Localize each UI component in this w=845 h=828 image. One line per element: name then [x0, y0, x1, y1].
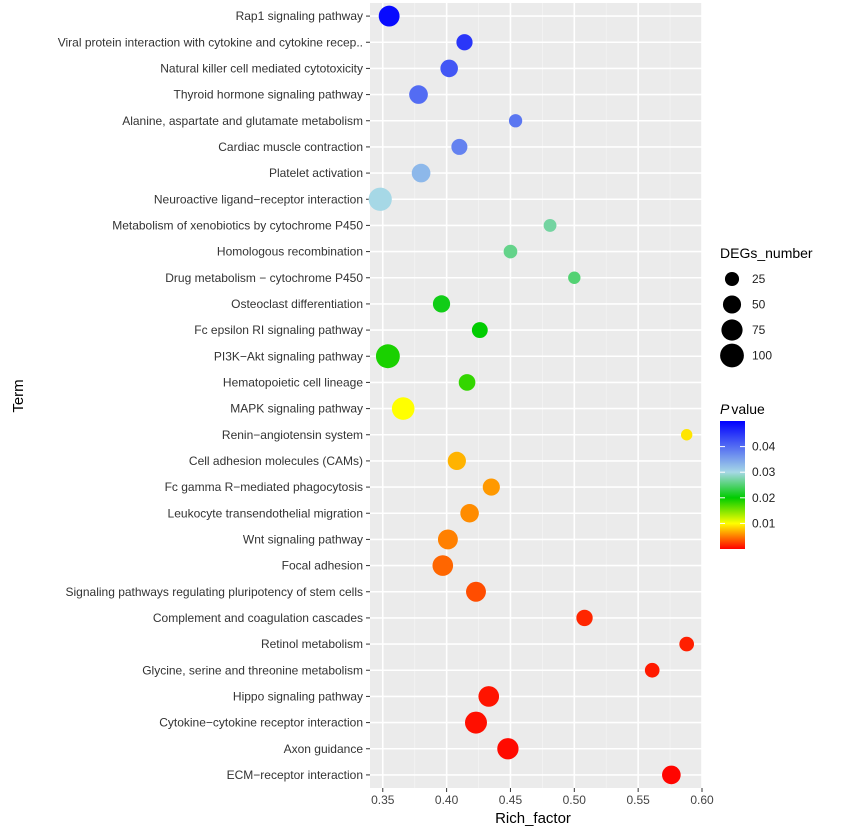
- data-point: [568, 271, 581, 284]
- y-tick-label: Rap1 signaling pathway: [236, 9, 363, 23]
- y-tick-label: Axon guidance: [284, 742, 364, 756]
- x-tick-label: 0.55: [626, 793, 650, 807]
- data-point: [543, 218, 557, 232]
- data-point: [409, 85, 428, 104]
- y-tick-label: MAPK signaling pathway: [230, 402, 363, 416]
- y-tick-label: Cardiac muscle contraction: [218, 140, 363, 154]
- x-tick-label: 0.40: [435, 793, 459, 807]
- x-tick-label: 0.50: [563, 793, 587, 807]
- x-tick-label: 0.60: [690, 793, 714, 807]
- y-tick-label: Complement and coagulation cascades: [153, 611, 363, 625]
- x-axis-title: Rich_factor: [495, 810, 571, 827]
- y-tick-label: PI3K−Akt signaling pathway: [214, 349, 363, 363]
- size-legend-label: 75: [752, 323, 766, 337]
- data-point: [466, 581, 486, 602]
- size-legend-title: DEGs_number: [720, 245, 813, 261]
- y-tick-label: Cell adhesion molecules (CAMs): [189, 454, 363, 468]
- data-point: [432, 555, 454, 576]
- size-legend-label: 25: [752, 272, 766, 286]
- y-tick-label: Platelet activation: [269, 166, 363, 180]
- data-point: [447, 451, 466, 471]
- data-point: [679, 636, 695, 652]
- y-tick-label: Alanine, aspartate and glutamate metabol…: [122, 114, 363, 128]
- y-tick-label: Homologous recombination: [217, 245, 363, 259]
- color-legend-title-italic: P: [720, 401, 730, 417]
- data-points: [368, 5, 695, 785]
- y-tick-label: Glycine, serine and threonine metabolism: [142, 663, 363, 677]
- y-axis: Rap1 signaling pathway Viral protein inte…: [58, 9, 370, 782]
- data-point: [497, 738, 519, 760]
- grid-lines: [370, 3, 703, 788]
- data-point: [440, 59, 458, 78]
- y-tick-label: Natural killer cell mediated cytotoxicit…: [160, 61, 363, 75]
- size-legend-key: [721, 319, 743, 341]
- data-point: [411, 163, 431, 183]
- y-tick-label: Viral protein interaction with cytokine …: [58, 35, 363, 49]
- color-legend-label: 0.03: [752, 465, 776, 479]
- data-point: [432, 295, 451, 313]
- y-tick-label: Hippo signaling pathway: [233, 689, 363, 703]
- data-point: [508, 114, 523, 128]
- y-tick-label: Neuroactive ligand−receptor interaction: [154, 192, 363, 206]
- size-legend-key: [724, 271, 740, 287]
- size-legend-key: [722, 295, 742, 314]
- data-point: [482, 478, 500, 496]
- data-point: [465, 711, 487, 734]
- y-tick-label: Focal adhesion: [282, 559, 363, 573]
- x-tick-label: 0.35: [371, 793, 395, 807]
- y-axis-title: Term: [10, 379, 27, 412]
- color-legend-label: 0.04: [752, 440, 776, 454]
- y-tick-label: ECM−receptor interaction: [227, 768, 363, 782]
- y-tick-label: Cytokine−cytokine receptor interaction: [159, 716, 363, 730]
- data-point: [378, 5, 400, 27]
- x-axis: 0.35 0.40 0.45 0.50 0.55 0.60: [371, 788, 714, 807]
- data-point: [391, 397, 415, 420]
- y-tick-label: Leukocyte transendothelial migration: [168, 506, 363, 520]
- data-point: [680, 429, 693, 441]
- data-point: [451, 138, 468, 155]
- y-tick-label: Fc epsilon RI signaling pathway: [194, 323, 363, 337]
- data-point: [458, 374, 476, 391]
- size-legend: DEGs_number 25 50 75 100: [720, 245, 813, 368]
- data-point: [437, 529, 458, 550]
- plot-panel: [370, 3, 702, 788]
- y-tick-label: Hematopoietic cell lineage: [223, 375, 363, 389]
- data-point: [644, 662, 660, 678]
- y-tick-label: Metabolism of xenobiotics by cytochrome …: [112, 218, 363, 232]
- color-legend-label: 0.02: [752, 491, 776, 505]
- y-tick-label: Thyroid hormone signaling pathway: [174, 88, 363, 102]
- size-legend-key: [720, 343, 744, 368]
- data-point: [576, 609, 593, 627]
- data-point: [460, 503, 479, 523]
- data-point: [471, 322, 488, 339]
- data-point: [456, 34, 473, 51]
- data-point: [662, 765, 681, 785]
- color-legend-title-rest: value: [731, 401, 765, 417]
- data-point: [375, 344, 400, 369]
- y-tick-label: Osteoclast differentiation: [231, 297, 363, 311]
- data-point: [368, 187, 392, 211]
- size-legend-label: 50: [752, 298, 766, 312]
- y-tick-label: Retinol metabolism: [261, 637, 363, 651]
- color-bar: [720, 421, 745, 549]
- y-tick-label: Drug metabolism − cytochrome P450: [165, 271, 363, 285]
- x-tick-label: 0.45: [499, 793, 523, 807]
- size-legend-label: 100: [752, 349, 772, 363]
- color-legend-label: 0.01: [752, 516, 776, 530]
- y-tick-label: Fc gamma R−mediated phagocytosis: [165, 480, 363, 494]
- data-point: [478, 686, 500, 707]
- data-point: [503, 244, 518, 259]
- y-tick-label: Signaling pathways regulating pluripoten…: [66, 585, 364, 599]
- y-tick-label: Wnt signaling pathway: [243, 532, 363, 546]
- y-tick-label: Renin−angiotensin system: [222, 428, 363, 442]
